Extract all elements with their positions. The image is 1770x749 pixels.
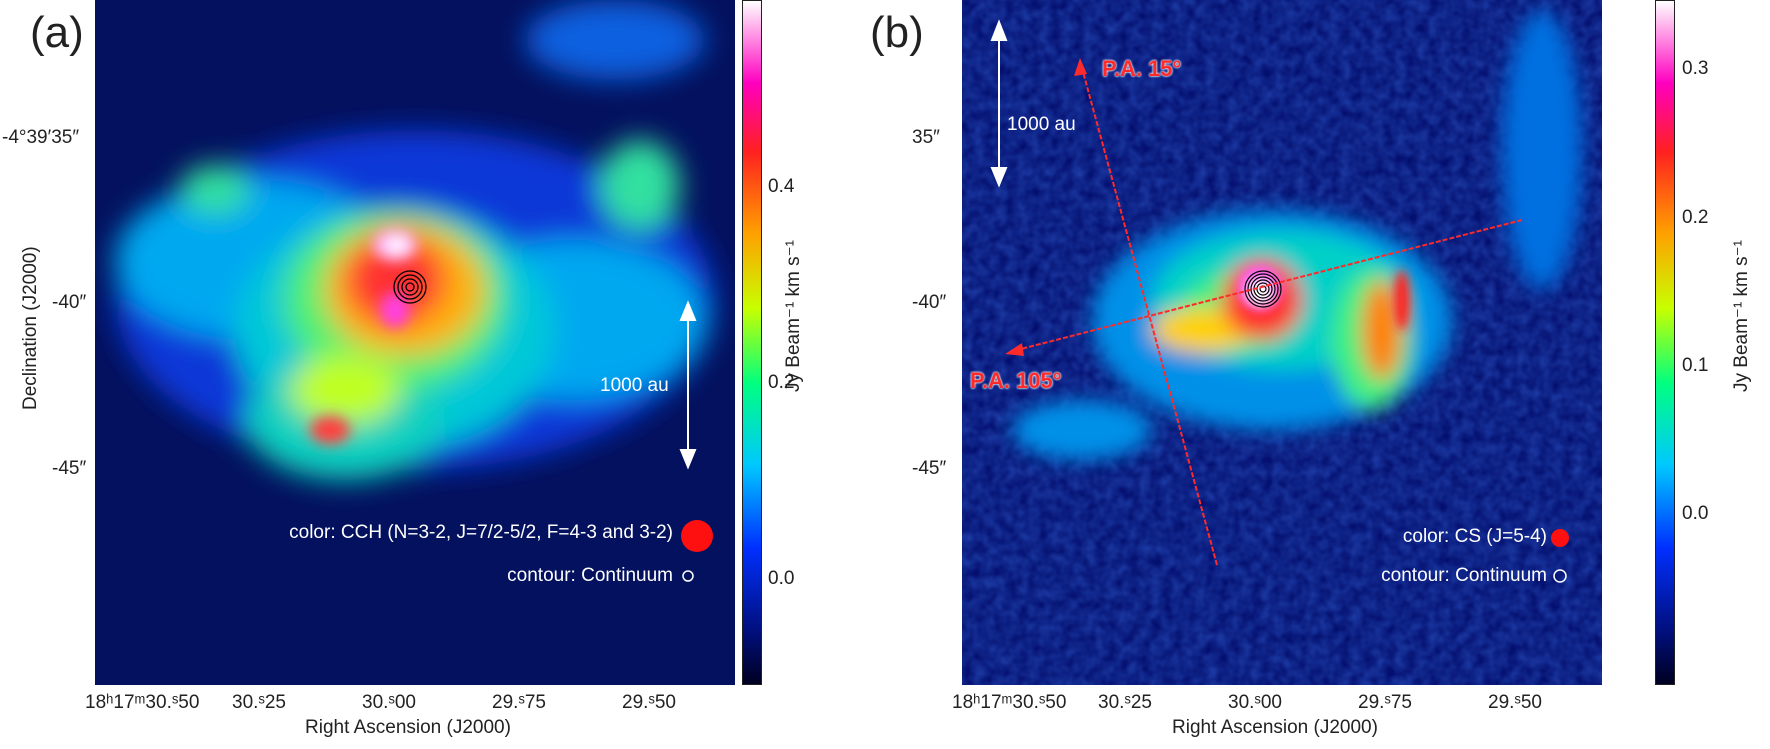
cs-emission-image (962, 0, 1602, 685)
ra-tick: 29.ˢ50 (622, 692, 677, 713)
colorbar (1655, 0, 1675, 685)
cbar-tick: 0.2 (1682, 207, 1709, 228)
pa-105-label: P.A. 105° (970, 368, 1062, 393)
cch-intensity-map: 1000 au color: CCH (N=3-2, J=7/2-5/2, F=… (95, 0, 735, 685)
ra-tick: 30.ˢ25 (1098, 692, 1153, 713)
scale-bar-arrow (990, 19, 1008, 188)
ra-tick: 29.ˢ75 (492, 692, 547, 713)
x-axis-label: Right Ascension (J2000) (1172, 717, 1378, 738)
continuum-beam (682, 570, 694, 582)
cbar-tick: 0.3 (1682, 58, 1709, 79)
beam-ellipse (1551, 529, 1569, 547)
scale-bar-label: 1000 au (600, 375, 669, 396)
cbar-tick: 0.1 (1682, 355, 1709, 376)
dec-tick: 35″ (912, 127, 940, 148)
continuum-contours (393, 270, 427, 304)
scale-bar-label: 1000 au (1007, 114, 1076, 135)
ra-tick: 30.ˢ00 (1228, 692, 1283, 713)
panel-label: (a) (30, 8, 84, 57)
cbar-tick: 0.4 (768, 176, 795, 197)
colorbar-label: Jy Beam⁻¹ km s⁻¹ (1731, 239, 1752, 392)
ra-tick: 30.ˢ25 (232, 692, 287, 713)
cch-emission-image (95, 0, 735, 685)
cbar-tick: 0.2 (768, 372, 795, 393)
ra-tick: 18ʰ17ᵐ30.ˢ50 (85, 692, 200, 713)
ra-tick: 29.ˢ50 (1488, 692, 1543, 713)
colorbar (742, 0, 762, 685)
legend-color: color: CS (J=5-4) (1402, 526, 1547, 547)
ra-tick: 18ʰ17ᵐ30.ˢ50 (952, 692, 1067, 713)
legend-color: color: CCH (N=3-2, J=7/2-5/2, F=4-3 and … (289, 522, 673, 543)
x-axis-label: Right Ascension (J2000) (305, 717, 511, 738)
continuum-beam (1553, 569, 1567, 583)
legend-contour: contour: Continuum (507, 565, 673, 586)
dec-tick: -4°39′35″ (2, 127, 80, 148)
dec-tick: -45″ (52, 458, 87, 479)
dec-tick: -45″ (912, 458, 947, 479)
beam-ellipse (681, 520, 713, 552)
pa-axes (1005, 58, 1523, 566)
scale-bar-arrow (679, 300, 697, 470)
dec-tick: -40″ (52, 292, 87, 313)
pa-15-label: P.A. 15° (1102, 56, 1182, 81)
panel-a: 1000 au color: CCH (N=3-2, J=7/2-5/2, F=… (0, 0, 804, 749)
cbar-tick: 0.0 (1682, 503, 1709, 524)
dec-tick: -40″ (912, 292, 947, 313)
ra-tick: 30.ˢ00 (362, 692, 417, 713)
panel-label: (b) (870, 8, 924, 57)
cbar-tick: 0.0 (768, 568, 795, 589)
ra-tick: 29.ˢ75 (1358, 692, 1413, 713)
legend-contour: contour: Continuum (1381, 565, 1547, 586)
cs-intensity-map: 1000 au P.A. 15° P.A. 105° color: CS (J=… (962, 0, 1602, 685)
